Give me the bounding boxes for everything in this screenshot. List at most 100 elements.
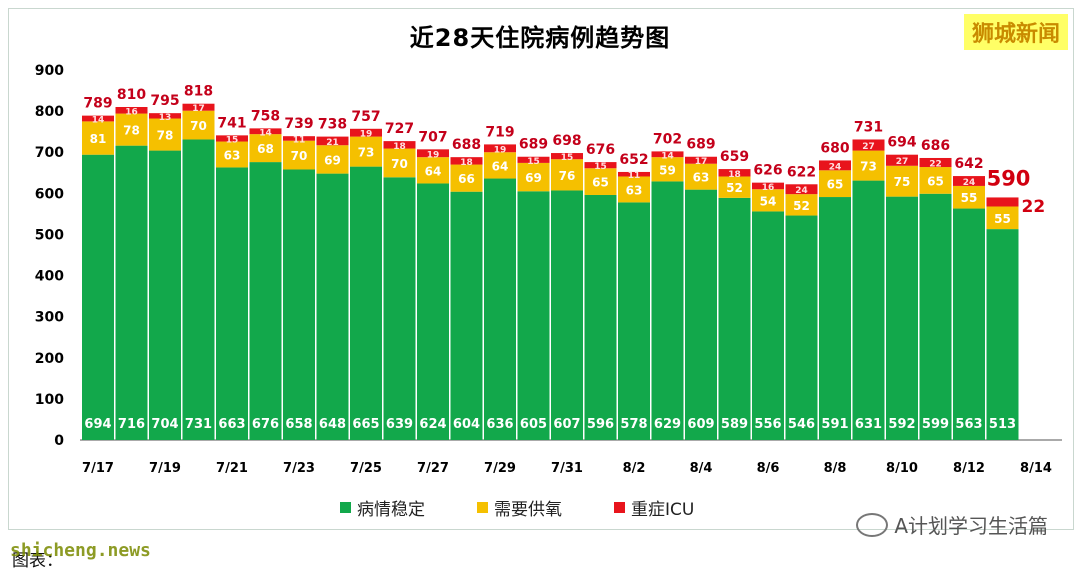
y-tick-label: 600 [35,186,64,202]
data-label-oxygen: 75 [894,175,911,189]
bar-segment-icu [316,136,349,146]
data-label-icu: 18 [393,142,406,152]
data-label-total: 659 [720,149,749,165]
y-tick-label: 400 [35,269,64,285]
data-label-stable: 694 [84,417,111,432]
bar-segment-oxygen [919,167,952,194]
x-tick-label: 8/6 [757,461,780,476]
data-label-stable: 605 [520,417,547,432]
data-label-stable: 636 [486,417,513,432]
data-label-oxygen: 64 [425,164,442,178]
brand-logo: 狮城新闻 [963,14,1068,50]
bar-segment-oxygen [249,134,282,163]
data-label-stable: 716 [118,417,145,432]
bar-segment-icu [919,157,952,168]
data-label-icu: 18 [728,170,741,180]
y-tick-label: 800 [35,104,64,120]
data-label-stable: 556 [754,417,781,432]
data-label-total: 789 [83,96,112,112]
data-label-total: 689 [686,137,715,153]
y-tick-label: 200 [35,351,64,367]
bar-segment-oxygen [685,163,717,190]
data-label-total: 757 [351,109,380,125]
y-tick-label: 100 [35,392,64,408]
bar-segment-icu [283,136,315,141]
data-label-icu: 19 [427,150,440,160]
data-label-oxygen: 52 [726,181,743,195]
data-label-total: 702 [653,131,682,147]
y-tick-label: 500 [35,227,64,243]
bar-segment-oxygen [852,150,885,181]
bar-segment-oxygen [584,168,617,195]
bar-segment-oxygen [819,170,851,198]
data-label-oxygen: 76 [559,169,576,183]
data-label-total: 818 [184,84,213,100]
bar-segment-stable [551,190,583,440]
bar-segment-stable [953,208,985,440]
data-label-stable: 599 [922,417,949,432]
data-label-icu: 17 [192,104,205,114]
data-label-oxygen: 78 [123,124,140,138]
chart-title: 近28天住院病例趋势图 [409,24,671,52]
y-tick-label: 900 [35,63,64,79]
data-label-icu: 24 [963,178,976,188]
data-label-stable: 546 [788,417,815,432]
data-label-total: 738 [318,117,347,133]
data-label-oxygen: 69 [324,153,341,167]
data-label-icu: 18 [460,158,473,168]
bar-segment-stable [82,154,114,440]
x-tick-label: 7/31 [551,461,583,476]
data-label-icu: 11 [293,135,306,145]
bar-segment-icu [953,176,985,186]
data-label-total: 741 [217,115,246,131]
data-label-icu: 21 [326,138,339,148]
data-label-oxygen: 52 [793,199,810,213]
data-label-total: 652 [619,152,648,168]
bar-segment-oxygen [986,206,1019,230]
bar-segment-oxygen [517,162,550,192]
data-label-total: 626 [753,163,782,179]
y-tick-label: 700 [35,145,64,161]
bar-segment-icu [249,128,282,135]
bar-segment-icu [149,113,181,119]
data-label-icu: 16 [762,183,775,193]
data-label-stable: 624 [419,417,446,432]
legend-swatch-stable [340,502,351,513]
bar-segment-stable [852,180,885,441]
bar-segment-oxygen [316,145,349,174]
x-tick-label: 8/14 [1020,461,1052,476]
data-label-stable: 563 [955,417,982,432]
data-label-total: 795 [150,93,179,109]
legend-label-oxygen: 需要供氧 [494,500,562,520]
bar-segment-oxygen [618,176,650,203]
data-label-stable: 589 [721,417,748,432]
bar-segment-stable [450,191,483,440]
data-label-total: 689 [519,137,548,153]
data-label-stable: 629 [654,417,681,432]
x-tick-label: 7/23 [283,461,315,476]
data-label-total: 739 [284,116,313,132]
data-label-total: 731 [854,119,883,135]
data-label-oxygen: 69 [525,171,542,185]
data-label-oxygen: 70 [291,149,308,163]
bar-segment-oxygen [785,194,818,216]
bar-segment-stable [986,229,1019,440]
data-label-oxygen: 70 [190,119,207,133]
bar-segment-stable [216,167,248,440]
data-label-total: 590 [987,166,1031,190]
legend-swatch-icu [614,502,625,513]
bar-segment-icu [651,151,684,158]
data-label-oxygen: 65 [827,178,844,192]
data-label-oxygen: 73 [358,146,375,160]
data-label-total: 680 [820,140,849,156]
wechat-icon [856,512,889,537]
bar-segment-icu [517,156,550,163]
data-label-stable: 648 [319,417,346,432]
data-label-oxygen: 66 [458,172,475,186]
legend: 病情稳定 需要供氧 重症ICU [340,495,694,520]
bar-segment-icu [82,115,114,122]
data-label-icu: 15 [561,153,574,163]
data-label-total: 727 [385,121,414,137]
bar-segment-icu [484,144,516,153]
bar-segment-stable [249,162,282,441]
